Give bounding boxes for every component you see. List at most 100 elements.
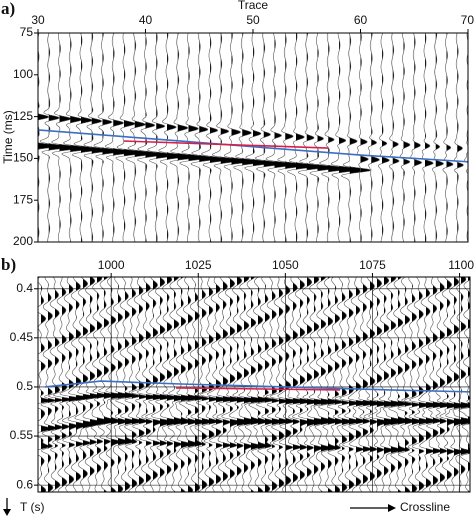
wiggle-trace bbox=[377, 33, 390, 242]
wiggle-trace bbox=[410, 33, 422, 242]
panel-label: b) bbox=[1, 255, 16, 274]
wiggle-trace bbox=[136, 277, 160, 492]
wiggle-trace bbox=[244, 277, 269, 492]
wiggle-trace bbox=[109, 277, 134, 492]
arrow-head bbox=[3, 509, 11, 516]
wiggle-fill bbox=[104, 277, 117, 492]
wiggle-trace bbox=[67, 277, 91, 492]
wiggle-trace bbox=[434, 277, 454, 492]
x-tick-label: 1100 bbox=[448, 258, 474, 272]
wiggle-trace bbox=[464, 33, 468, 242]
wiggle-trace bbox=[223, 33, 255, 242]
wiggle-fill bbox=[177, 33, 200, 242]
wiggle-fill bbox=[296, 33, 318, 242]
arrow-head bbox=[388, 504, 396, 512]
y-tick-label: 175 bbox=[13, 192, 33, 206]
wiggle-fill bbox=[403, 33, 410, 242]
horizon-line bbox=[44, 380, 470, 393]
wiggle-trace bbox=[38, 33, 59, 241]
wiggle-trace bbox=[221, 277, 244, 492]
wiggle-fill bbox=[440, 277, 453, 492]
wiggle-fill bbox=[349, 277, 361, 492]
wiggle-fill bbox=[41, 277, 52, 492]
plot-area bbox=[38, 33, 468, 242]
wiggle-trace bbox=[124, 277, 144, 492]
wiggle-trace bbox=[287, 277, 309, 492]
wiggle-fill bbox=[81, 33, 102, 242]
x-tick-label: 1075 bbox=[359, 258, 386, 272]
wiggle-fill bbox=[199, 33, 219, 242]
wiggle-trace bbox=[47, 277, 64, 492]
wiggle-trace bbox=[347, 277, 372, 492]
wiggle-fill bbox=[55, 277, 64, 492]
wiggle-trace bbox=[40, 277, 58, 492]
wiggle-fill bbox=[377, 277, 390, 492]
wiggle-trace bbox=[367, 33, 380, 242]
wiggle-fill bbox=[272, 277, 283, 492]
horizon-line bbox=[38, 129, 468, 163]
wiggle-trace bbox=[277, 277, 301, 492]
wiggle-trace bbox=[403, 277, 423, 492]
wiggle-trace bbox=[200, 33, 231, 242]
wiggle-trace bbox=[238, 277, 260, 492]
wiggle-trace bbox=[426, 277, 449, 492]
x-tick-label: 30 bbox=[31, 13, 45, 27]
wiggle-fill bbox=[447, 277, 460, 492]
x-tick-label: 1000 bbox=[98, 258, 125, 272]
wiggle-fill bbox=[97, 277, 112, 492]
wiggle-fill bbox=[160, 277, 174, 492]
wiggle-fill bbox=[146, 277, 159, 492]
wiggle-fill bbox=[342, 277, 353, 492]
wiggle-trace bbox=[357, 277, 379, 492]
wiggle-trace bbox=[421, 33, 434, 242]
wiggle-fill bbox=[286, 277, 300, 492]
wiggle-trace bbox=[269, 277, 291, 492]
wiggle-fill bbox=[360, 33, 369, 242]
wiggle-trace bbox=[265, 277, 284, 492]
wiggle-fill bbox=[195, 277, 206, 492]
wiggle-trace bbox=[388, 33, 400, 242]
x-tick-label: 1050 bbox=[272, 258, 299, 272]
y-tick-label: 0.6 bbox=[16, 477, 33, 491]
wiggle-trace bbox=[190, 33, 219, 242]
y-tick-label: 0.55 bbox=[10, 428, 34, 442]
wiggle-trace bbox=[399, 33, 411, 242]
wiggle-trace bbox=[308, 33, 338, 242]
wiggle-trace bbox=[453, 33, 464, 242]
wiggle-fill bbox=[145, 33, 165, 242]
wiggle-trace bbox=[243, 33, 274, 242]
wiggle-trace bbox=[292, 277, 314, 492]
wiggle-trace bbox=[104, 33, 136, 242]
horizon-line bbox=[175, 387, 341, 391]
x-tick-label: 40 bbox=[139, 13, 153, 27]
wiggle-fill bbox=[392, 33, 400, 242]
wiggle-trace bbox=[82, 277, 106, 492]
wiggle-fill bbox=[293, 277, 308, 492]
y-tick-label: 200 bbox=[13, 234, 33, 248]
wiggle-trace bbox=[74, 277, 98, 492]
wiggle-trace bbox=[439, 277, 461, 492]
wiggle-fill bbox=[335, 277, 345, 492]
wiggle-trace bbox=[71, 33, 102, 242]
wiggle-trace bbox=[131, 277, 149, 492]
wiggle-fill bbox=[433, 277, 448, 492]
wiggle-fill bbox=[300, 277, 313, 492]
wiggle-trace bbox=[277, 33, 308, 242]
y-tick-label: 0.45 bbox=[10, 330, 34, 344]
wiggle-trace bbox=[91, 277, 112, 492]
plot-area bbox=[38, 277, 470, 492]
wiggle-fill bbox=[156, 33, 177, 242]
wiggle-fill bbox=[468, 277, 470, 492]
wiggle-trace bbox=[368, 277, 391, 492]
wiggle-fill bbox=[263, 33, 284, 242]
wiggle-fill bbox=[307, 277, 321, 492]
wiggle-trace bbox=[38, 277, 53, 492]
wiggle-trace bbox=[340, 33, 372, 242]
wiggle-trace bbox=[265, 33, 296, 242]
wiggle-trace bbox=[297, 277, 322, 492]
x-tick-label: 1025 bbox=[185, 258, 212, 272]
wiggle-trace bbox=[83, 33, 113, 242]
wiggle-trace bbox=[375, 277, 400, 492]
wiggle-trace bbox=[330, 33, 361, 242]
wiggle-trace bbox=[105, 277, 127, 492]
